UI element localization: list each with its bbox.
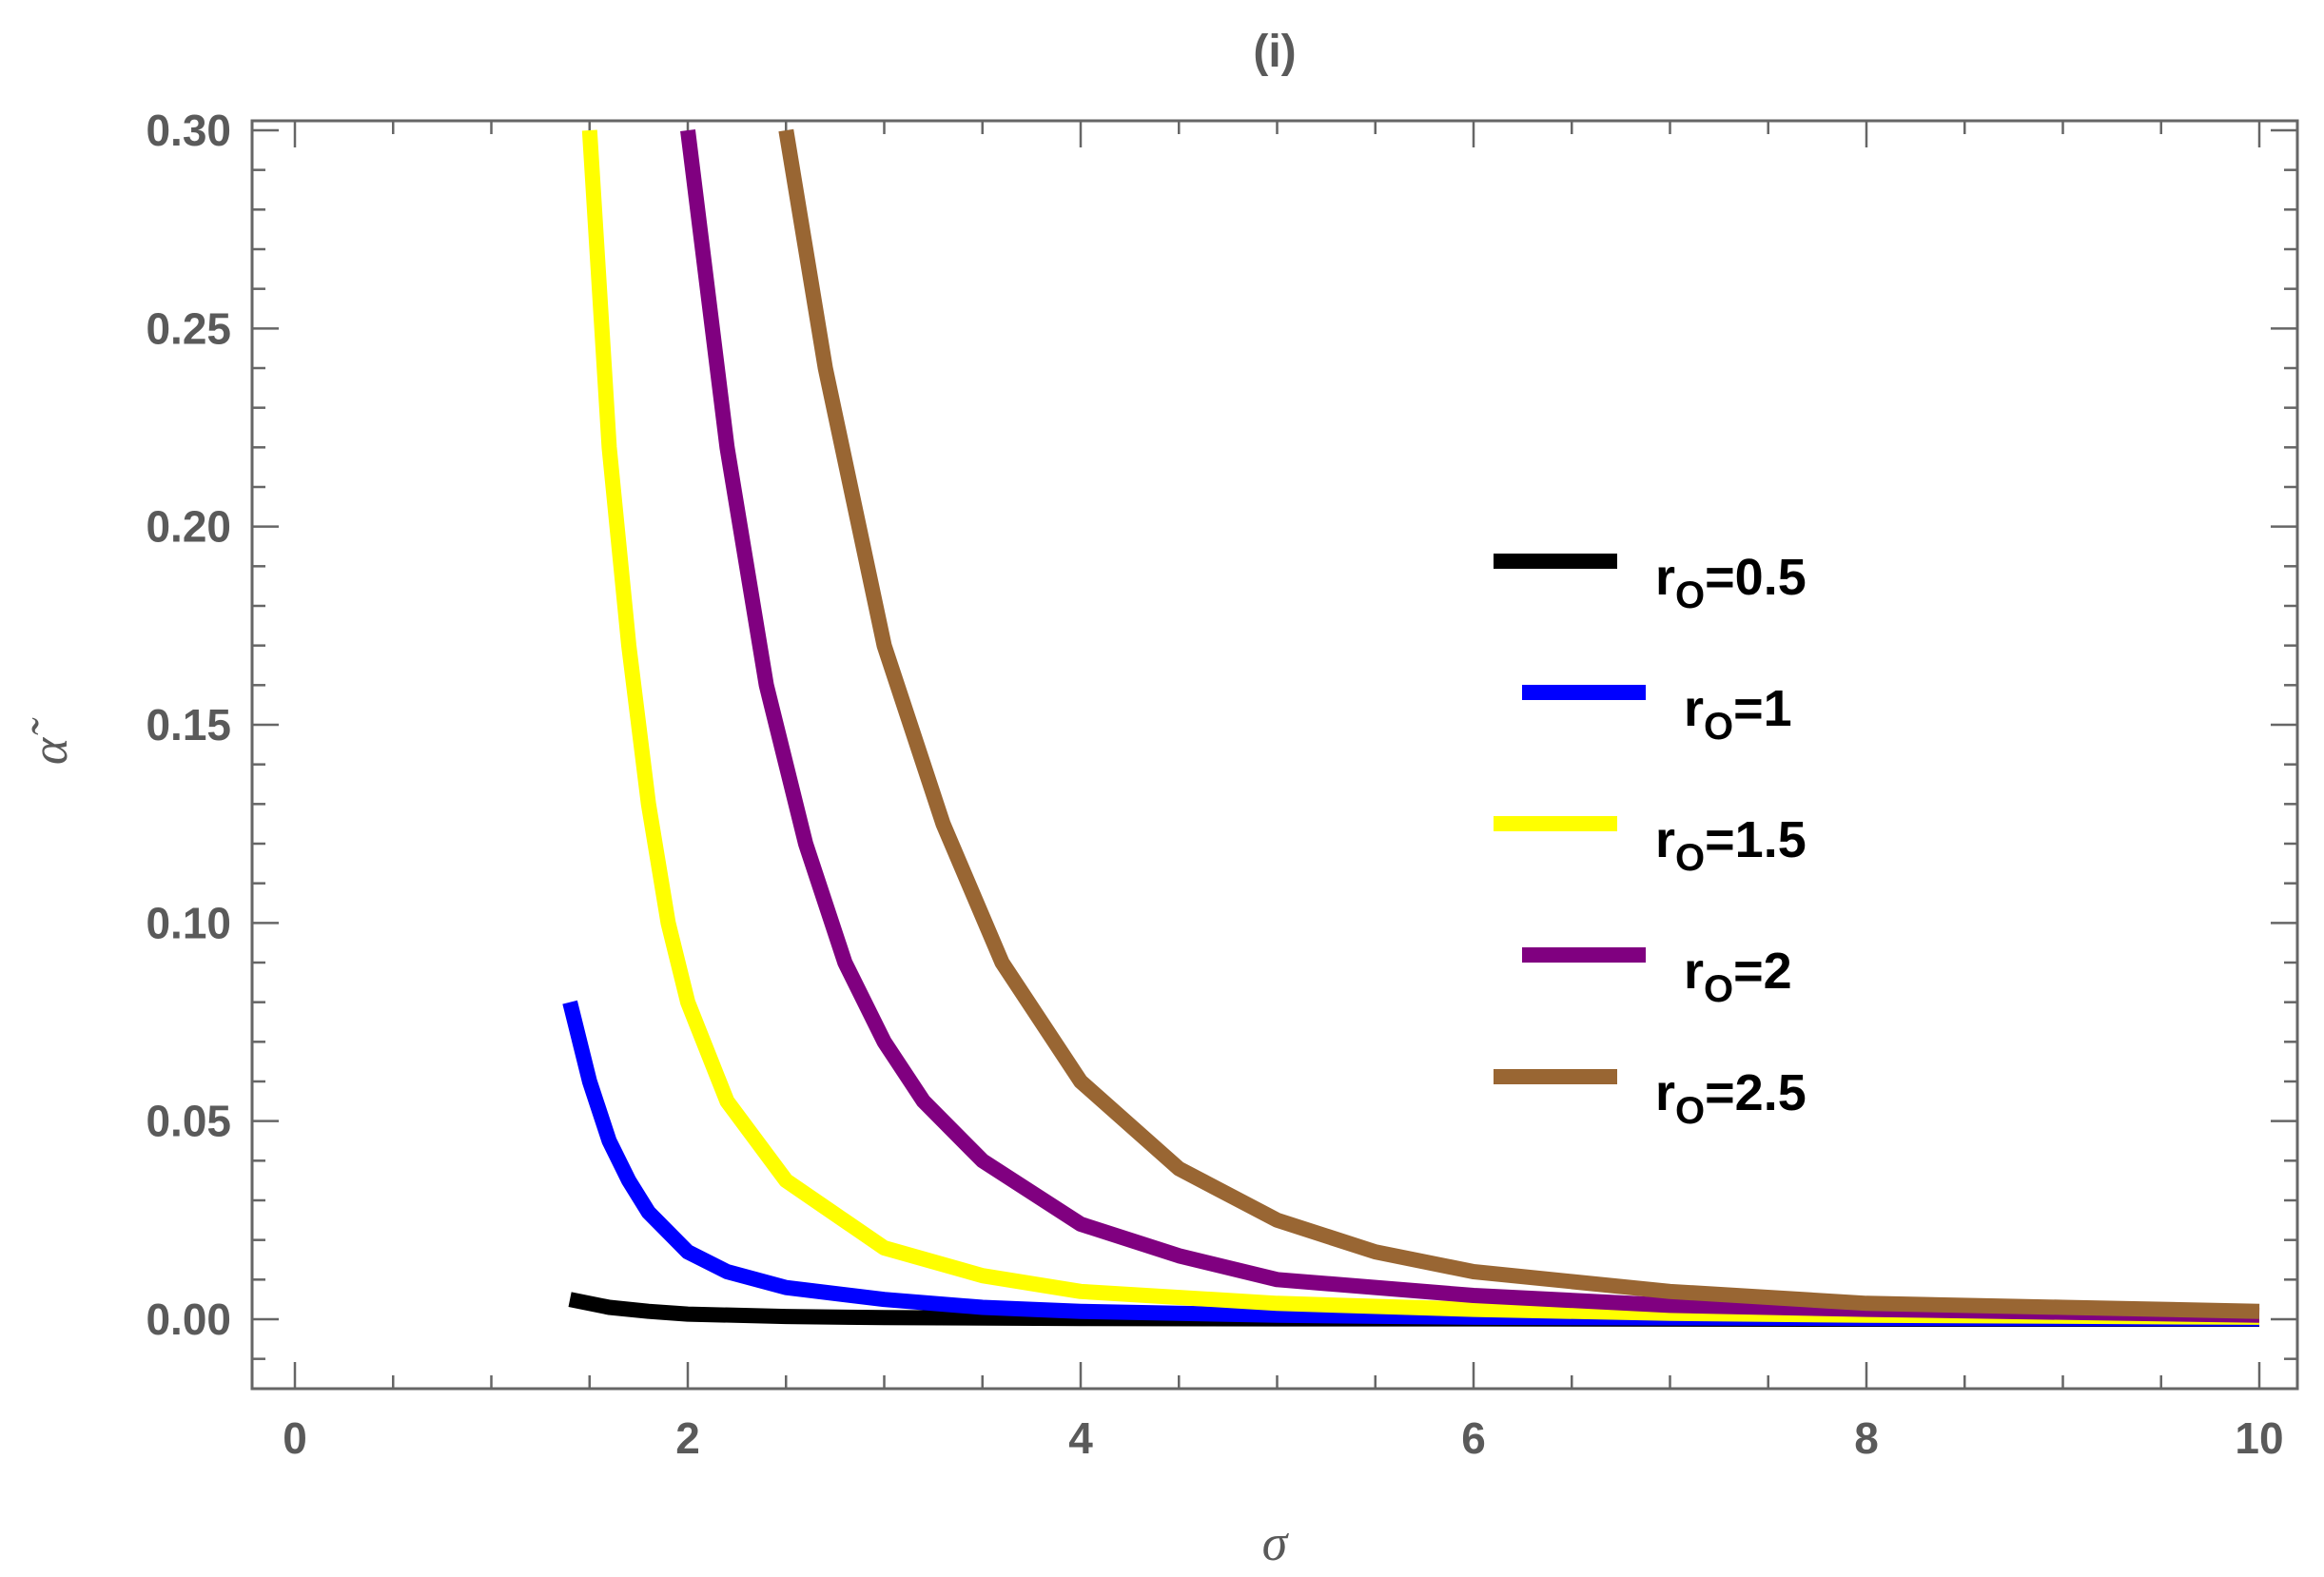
tick-labels: 0 2 4 6 8 10 0.00 0.05 0.10 0.15 0.20 0.25 0.30 <box>146 106 2283 1463</box>
y-tick-label: 0.15 <box>146 700 231 750</box>
series-line-3 <box>680 129 2260 1323</box>
y-tick-label: 0.25 <box>146 303 231 353</box>
x-axis-label: σ <box>1262 1514 1290 1571</box>
legend-label-1: rO=1 <box>1684 680 1792 748</box>
ticks <box>252 121 2297 1389</box>
y-tick-label: 0.05 <box>146 1097 231 1146</box>
x-tick-label: 2 <box>675 1413 700 1463</box>
x-tick-label: 8 <box>1854 1413 1879 1463</box>
x-tick-label: 4 <box>1068 1413 1093 1463</box>
plot-frame <box>250 119 2299 1391</box>
legend-label-0: rO=0.5 <box>1655 549 1806 616</box>
series-line-4 <box>778 128 2260 1319</box>
legend: rO=0.5 rO=1 rO=1.5 rO=2 rO=2.5 <box>1494 549 1806 1132</box>
chart-title: (i) <box>1253 27 1296 77</box>
x-tick-label: 0 <box>283 1413 307 1463</box>
y-tick-label: 0.10 <box>146 898 231 947</box>
y-tick-label: 0.00 <box>146 1295 231 1344</box>
legend-label-2: rO=1.5 <box>1655 811 1806 879</box>
x-tick-label: 10 <box>2235 1413 2283 1463</box>
legend-label-3: rO=2 <box>1684 943 1792 1010</box>
series-line-2 <box>581 129 2260 1325</box>
series-line-1 <box>562 1000 2260 1327</box>
legend-label-4: rO=2.5 <box>1655 1064 1806 1132</box>
y-tick-label: 0.30 <box>146 106 231 155</box>
series-layer <box>562 128 2260 1327</box>
y-axis-label: α̃ <box>21 717 78 765</box>
y-tick-label: 0.20 <box>146 502 231 552</box>
x-tick-label: 6 <box>1461 1413 1486 1463</box>
